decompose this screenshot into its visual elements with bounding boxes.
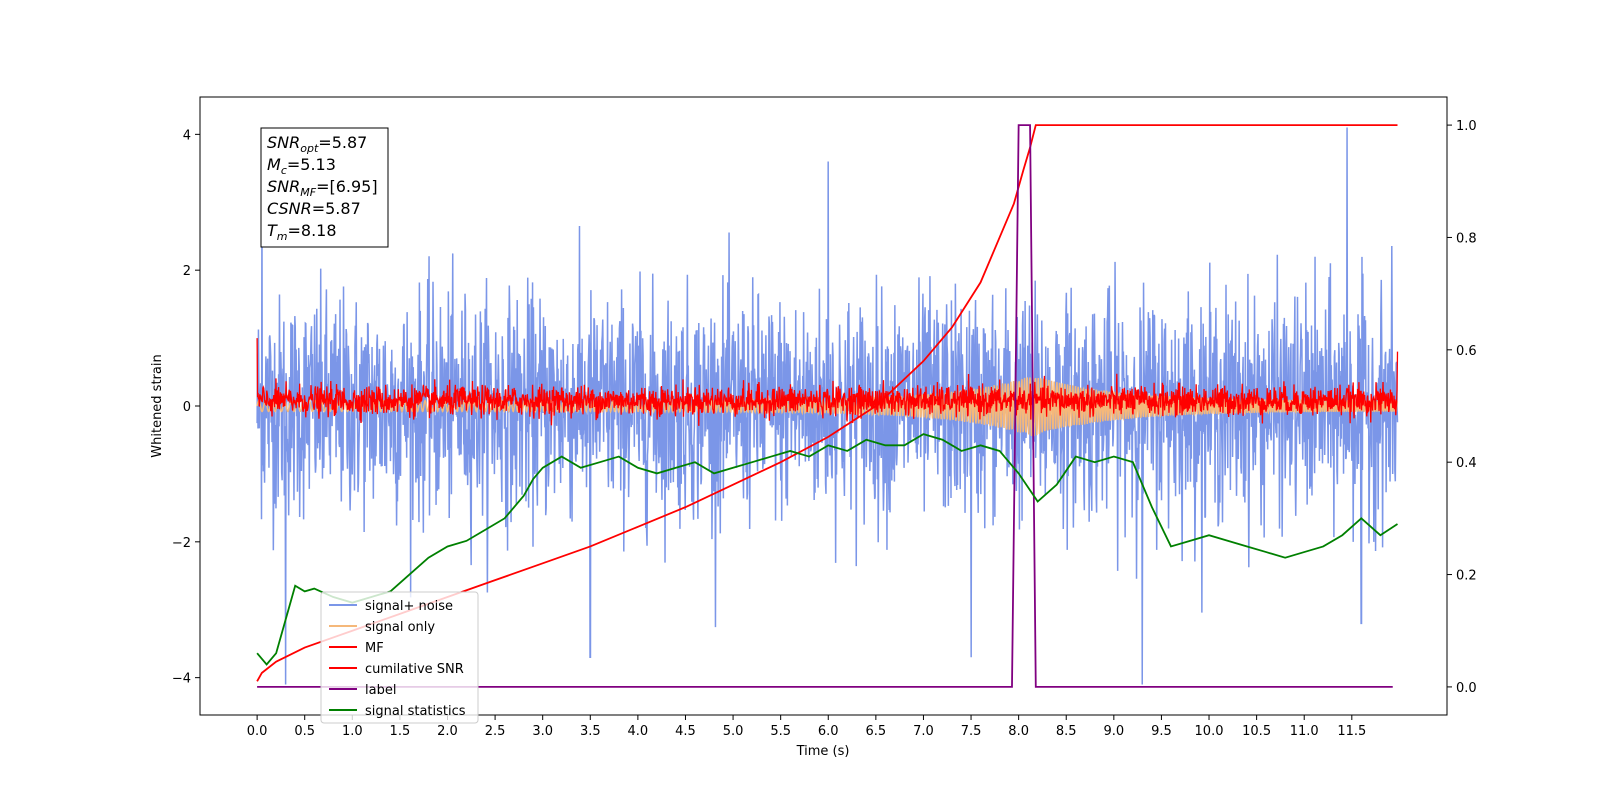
y2-tick-label: 0.4 (1456, 456, 1477, 471)
x-tick-label: 0.0 (247, 724, 268, 739)
annotation-line: SNRMF=[6.95] (267, 177, 378, 199)
series-line-signal-statistics (256, 433, 1398, 666)
y-tick-label: −2 (172, 536, 191, 551)
x-tick-label: 10.5 (1242, 724, 1271, 739)
y-tick-label: 0 (183, 400, 191, 415)
x-tick-label: 11.5 (1337, 724, 1366, 739)
x-tick-label: 2.0 (437, 724, 458, 739)
x-axis: 0.0 0.5 1.0 1.5 2.0 2.5 3.0 3.5 4.0 4.5 5.0 5.5 6.0 6… (247, 715, 1366, 739)
y-tick-label: −4 (172, 672, 191, 687)
x-tick-label: 3.5 (580, 724, 601, 739)
legend-label: signal+ noise (365, 599, 453, 614)
y-axis-left: −4 −2 0 2 4 (172, 128, 200, 687)
legend-label: cumilative SNR (365, 662, 464, 677)
y2-tick-label: 0.2 (1456, 569, 1477, 584)
annotation-line: Tm=8.18 (267, 221, 337, 243)
y2-tick-label: 0.8 (1456, 231, 1477, 246)
x-tick-label: 1.0 (342, 724, 363, 739)
legend: signal+ noise signal only MF cumilative SNR… (320, 591, 479, 724)
x-tick-label: 4.0 (628, 724, 649, 739)
x-tick-label: 6.0 (818, 724, 839, 739)
legend-label: signal only (365, 620, 435, 635)
x-tick-label: 2.5 (485, 724, 506, 739)
legend-label: MF (365, 641, 384, 656)
x-tick-label: 11.0 (1290, 724, 1319, 739)
y-axis-right: 0.0 0.2 0.4 0.6 0.8 1.0 (1447, 119, 1477, 696)
series-line-mf (256, 338, 1399, 426)
annotation-frame (260, 127, 389, 248)
y2-tick-label: 0.0 (1456, 681, 1477, 696)
x-tick-label: 1.5 (390, 724, 411, 739)
x-tick-label: 3.0 (532, 724, 553, 739)
legend-label: signal statistics (365, 704, 466, 719)
series-line-signal-only (256, 377, 1398, 437)
x-tick-label: 9.5 (1151, 724, 1172, 739)
x-tick-label: 8.0 (1008, 724, 1029, 739)
legend-label: label (365, 683, 396, 698)
x-tick-label: 8.5 (1056, 724, 1077, 739)
legend-frame (320, 591, 479, 724)
x-tick-label: 7.0 (913, 724, 934, 739)
annotation-line: CSNR=5.87 (267, 199, 361, 218)
y2-tick-label: 1.0 (1456, 119, 1477, 134)
x-tick-label: 5.5 (770, 724, 791, 739)
x-tick-label: 10.0 (1195, 724, 1224, 739)
annotation-line: SNRopt=5.87 (267, 133, 367, 155)
y-axis-title: Whitened strain (150, 354, 165, 457)
y-tick-label: 2 (183, 264, 191, 279)
y-tick-label: 4 (183, 128, 191, 143)
x-tick-label: 9.0 (1103, 724, 1124, 739)
x-tick-label: 6.5 (866, 724, 887, 739)
annotation-line: Mc=5.13 (267, 155, 336, 177)
y2-tick-label: 0.6 (1456, 344, 1477, 359)
x-tick-label: 5.0 (723, 724, 744, 739)
series-line-label (257, 124, 1393, 688)
x-axis-title: Time (s) (796, 744, 850, 759)
x-tick-label: 0.5 (294, 724, 315, 739)
x-tick-label: 7.5 (961, 724, 982, 739)
x-tick-label: 4.5 (675, 724, 696, 739)
